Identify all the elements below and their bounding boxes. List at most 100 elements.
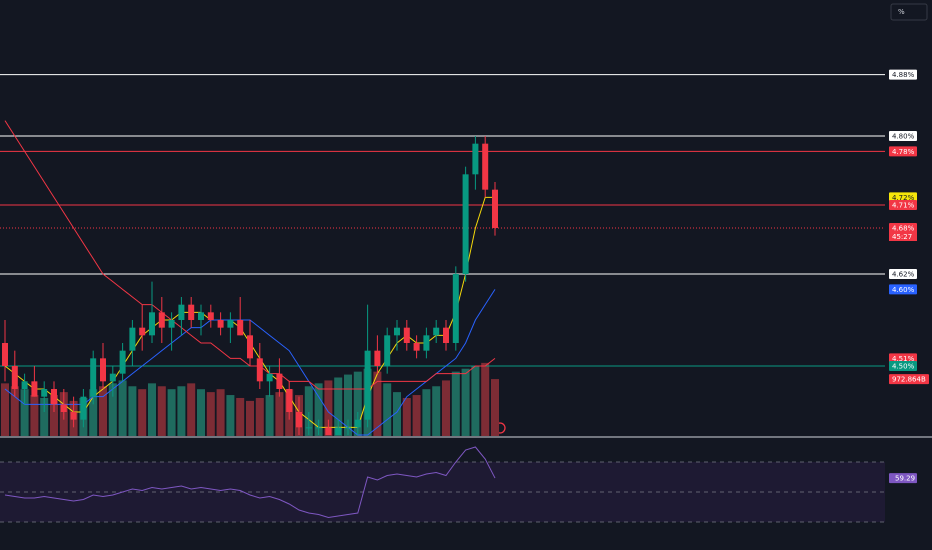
candle-body: [70, 412, 77, 420]
volume-bar: [353, 371, 362, 436]
candle-body: [80, 396, 87, 420]
volume-bar: [432, 386, 441, 436]
volume-bar: [128, 386, 137, 436]
candle-body: [31, 381, 38, 397]
candle-body: [443, 327, 449, 343]
candle-body: [2, 343, 8, 366]
price-label: 4.78%: [892, 148, 915, 156]
price-label-box: [889, 269, 917, 279]
volume-bar: [206, 392, 215, 436]
countdown-box: [889, 232, 917, 241]
candle-body: [51, 389, 57, 405]
volume-bar: [422, 389, 431, 436]
volume-bar: [324, 380, 333, 436]
volume-label: 972.864B: [892, 376, 926, 384]
scale-button[interactable]: [890, 3, 928, 21]
volume-bar: [471, 365, 480, 436]
volume-bar: [412, 395, 421, 436]
candle-body: [462, 174, 469, 274]
volume-bar: [157, 386, 166, 436]
price-label: 4.50%: [892, 363, 915, 371]
rsi-line: [4, 446, 496, 519]
candle-body: [256, 358, 263, 382]
volume-bar: [304, 386, 313, 436]
volume-bar: [402, 397, 411, 436]
price-label: 4.62%: [892, 271, 915, 279]
candle-body: [325, 427, 332, 435]
volume-bar: [108, 383, 117, 436]
volume-label-box: [889, 374, 929, 385]
volume-bar: [275, 392, 284, 436]
volume-bar: [177, 386, 186, 436]
volume-bar: [118, 380, 127, 436]
candle-body: [41, 389, 48, 397]
volume-bar: [481, 362, 490, 436]
volume-bar: [314, 383, 323, 436]
volume-bar: [138, 389, 147, 436]
price-label: 4.88%: [892, 71, 915, 79]
volume-bar: [50, 395, 58, 436]
volume-bar: [383, 383, 392, 436]
price-label-box: [889, 223, 917, 233]
candle-body: [188, 304, 195, 320]
price-label-box: [889, 200, 917, 210]
volume-bar: [461, 368, 470, 436]
candle-body: [403, 327, 410, 343]
price-label-box: [889, 284, 917, 295]
volume-bar: [451, 371, 460, 436]
candle-body: [305, 427, 312, 429]
price-label-box: [889, 353, 917, 364]
candle-body: [286, 389, 293, 412]
price-label: 4.60%: [892, 286, 915, 294]
price-label: 4.72%: [892, 194, 915, 202]
price-label: 4.68%: [892, 225, 915, 233]
candle-body: [247, 335, 253, 359]
volume-bar: [167, 389, 176, 436]
candle-body: [296, 412, 302, 428]
price-label: 4.80%: [892, 133, 915, 141]
candle-body: [158, 312, 165, 328]
candle-body: [21, 381, 28, 389]
price-label: 4.51%: [892, 355, 915, 363]
volume-bar: [442, 380, 450, 436]
volume-bar: [187, 383, 196, 436]
rsi-label: 59.29: [895, 475, 915, 483]
candle-body: [384, 335, 391, 366]
price-label-box: [889, 131, 917, 141]
volume-bar: [334, 377, 343, 436]
candle-body: [168, 320, 175, 328]
candle-body: [266, 373, 273, 382]
candle-body: [178, 304, 185, 320]
candle-body: [433, 327, 440, 336]
scale-button-label[interactable]: %: [898, 8, 905, 16]
volume-bar: [373, 371, 382, 436]
volume-bar: [10, 386, 19, 436]
candle-body: [237, 320, 244, 336]
candle-body: [109, 373, 116, 382]
volume-bar: [20, 389, 29, 436]
candle-body: [11, 366, 18, 389]
countdown: 45:27: [892, 233, 912, 241]
candle-body: [227, 320, 234, 328]
candle-body: [139, 327, 146, 336]
candle-body: [413, 343, 420, 351]
volume-bar: [1, 383, 9, 436]
volume-bar: [197, 389, 205, 436]
volume-bar: [491, 379, 499, 436]
candle-body: [100, 358, 106, 382]
volume-bar: [99, 386, 107, 436]
candle-body: [492, 189, 498, 228]
candle-body: [207, 312, 214, 320]
volume-bar: [89, 389, 98, 436]
volume-bar: [393, 392, 401, 436]
candle-body: [129, 327, 136, 351]
price-label-box: [889, 69, 917, 80]
price-label-box: [889, 361, 917, 371]
candle-body: [60, 404, 67, 412]
candle-body: [374, 350, 381, 366]
price-label-box: [889, 192, 917, 203]
volume-bar: [216, 389, 225, 436]
price-label-box: [889, 146, 917, 157]
candle-body: [276, 373, 283, 389]
